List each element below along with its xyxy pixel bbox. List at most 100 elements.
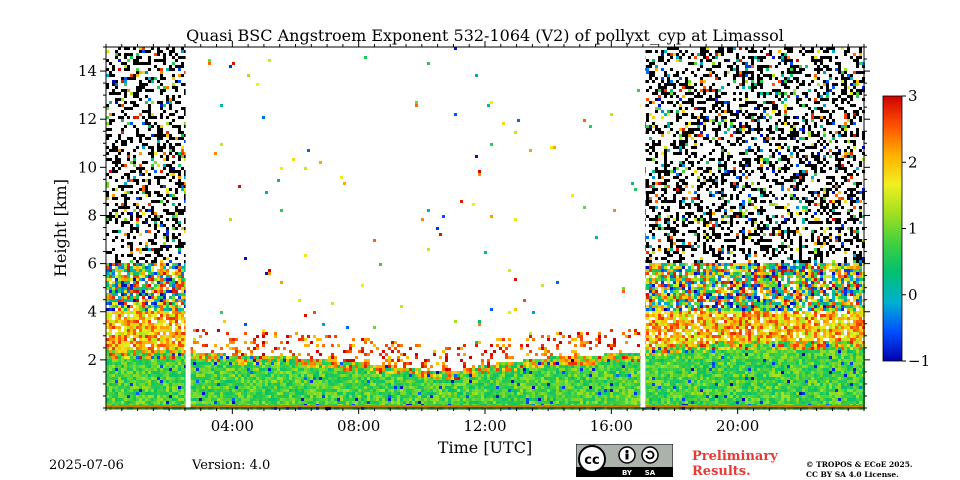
heatmap-cell	[127, 158, 130, 161]
heatmap-cell	[580, 338, 583, 341]
heatmap-cell	[598, 335, 601, 338]
heatmap-cell	[127, 155, 130, 158]
heatmap-cell	[298, 338, 301, 341]
heatmap-cell	[400, 305, 403, 308]
heatmap-cell	[646, 104, 649, 107]
heatmap-cell	[109, 377, 112, 380]
heatmap-cell	[199, 353, 202, 356]
heatmap-cell	[442, 395, 445, 398]
heatmap-cell	[337, 386, 340, 389]
heatmap-cell	[565, 392, 568, 395]
heatmap-cell	[127, 65, 130, 68]
heatmap-cell	[478, 389, 481, 392]
heatmap-cell	[115, 395, 118, 398]
heatmap-cell	[541, 386, 544, 389]
heatmap-cell	[274, 368, 277, 371]
heatmap-cell	[175, 170, 178, 173]
heatmap-cell	[607, 371, 610, 374]
heatmap-cell	[145, 161, 148, 164]
heatmap-cell	[160, 68, 163, 71]
heatmap-cell	[616, 383, 619, 386]
heatmap-cell	[613, 362, 616, 365]
heatmap-cell	[112, 401, 115, 404]
heatmap-cell	[166, 317, 169, 320]
heatmap-cell	[154, 383, 157, 386]
heatmap-cell	[184, 263, 187, 266]
heatmap-cell	[229, 374, 232, 377]
heatmap-cell	[130, 53, 133, 56]
heatmap-cell	[514, 371, 517, 374]
heatmap-cell	[595, 371, 598, 374]
heatmap-cell	[154, 356, 157, 359]
heatmap-cell	[469, 371, 472, 374]
heatmap-cell	[253, 371, 256, 374]
heatmap-cell	[106, 158, 109, 161]
heatmap-cell	[139, 71, 142, 74]
heatmap-cell	[595, 401, 598, 404]
heatmap-cell	[160, 245, 163, 248]
heatmap-cell	[517, 398, 520, 401]
heatmap-cell	[400, 359, 403, 362]
heatmap-cell	[502, 368, 505, 371]
heatmap-cell	[388, 374, 391, 377]
heatmap-cell	[190, 383, 193, 386]
heatmap-cell	[646, 89, 649, 92]
heatmap-cell	[244, 323, 247, 326]
heatmap-cell	[136, 389, 139, 392]
heatmap-cell	[130, 326, 133, 329]
heatmap-cell	[106, 128, 109, 131]
heatmap-cell	[571, 374, 574, 377]
heatmap-cell	[178, 272, 181, 275]
heatmap-cell	[115, 257, 118, 260]
heatmap-cell	[427, 62, 430, 65]
heatmap-cell	[160, 71, 163, 74]
heatmap-cell	[133, 281, 136, 284]
heatmap-cell	[475, 398, 478, 401]
heatmap-cell	[130, 380, 133, 383]
heatmap-cell	[157, 218, 160, 221]
heatmap-cell	[571, 350, 574, 353]
heatmap-cell	[163, 347, 166, 350]
heatmap-cell	[337, 344, 340, 347]
heatmap-cell	[181, 107, 184, 110]
heatmap-cell	[178, 362, 181, 365]
heatmap-cell	[433, 392, 436, 395]
heatmap-cell	[205, 332, 208, 335]
heatmap-cell	[205, 356, 208, 359]
heatmap-cell	[244, 380, 247, 383]
heatmap-cell	[403, 401, 406, 404]
heatmap-cell	[136, 359, 139, 362]
heatmap-cell	[166, 191, 169, 194]
heatmap-cell	[241, 398, 244, 401]
heatmap-cell	[622, 368, 625, 371]
heatmap-cell	[175, 284, 178, 287]
heatmap-cell	[325, 383, 328, 386]
heatmap-cell	[133, 101, 136, 104]
heatmap-cell	[154, 308, 157, 311]
heatmap-cell	[262, 386, 265, 389]
heatmap-cell	[415, 389, 418, 392]
heatmap-cell	[361, 377, 364, 380]
heatmap-cell	[304, 377, 307, 380]
heatmap-cell	[106, 350, 109, 353]
heatmap-cell	[553, 383, 556, 386]
heatmap-cell	[418, 371, 421, 374]
heatmap-cell	[130, 179, 133, 182]
heatmap-cell	[598, 377, 601, 380]
heatmap-cell	[118, 299, 121, 302]
heatmap-cell	[115, 338, 118, 341]
heatmap-cell	[418, 383, 421, 386]
heatmap-cell	[304, 344, 307, 347]
heatmap-cell	[133, 395, 136, 398]
heatmap-cell	[145, 290, 148, 293]
heatmap-cell	[505, 368, 508, 371]
heatmap-cell	[322, 362, 325, 365]
heatmap-cell	[163, 167, 166, 170]
heatmap-cell	[559, 401, 562, 404]
heatmap-cell	[556, 365, 559, 368]
heatmap-cell	[244, 377, 247, 380]
heatmap-cell	[364, 380, 367, 383]
heatmap-cell	[202, 374, 205, 377]
heatmap-cell	[493, 398, 496, 401]
heatmap-cell	[427, 374, 430, 377]
